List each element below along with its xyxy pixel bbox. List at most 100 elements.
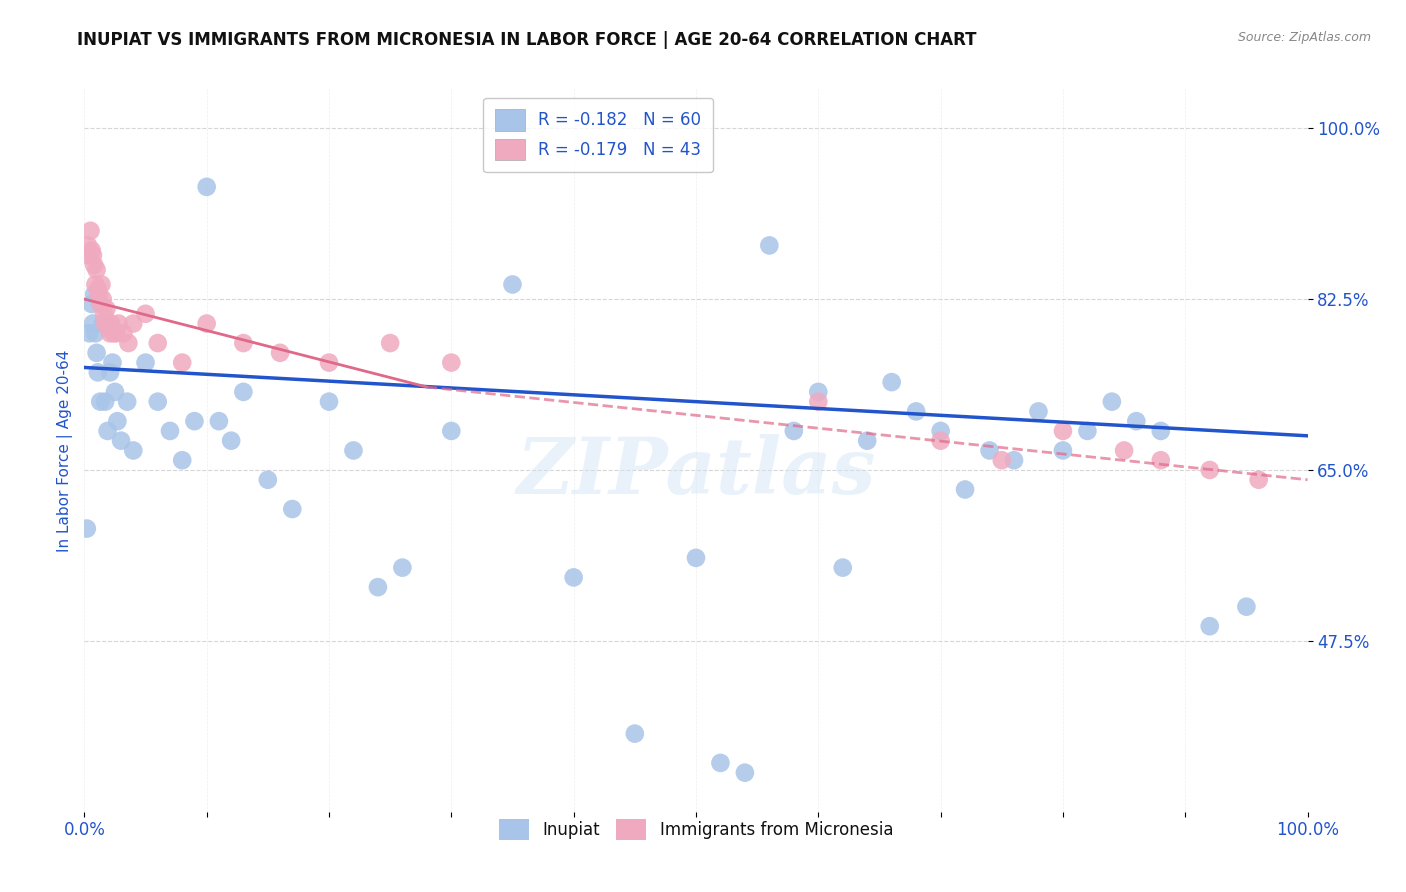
Point bbox=[77, 238, 100, 252]
Point bbox=[991, 453, 1014, 467]
Point bbox=[281, 502, 304, 516]
Point bbox=[1198, 463, 1220, 477]
Point bbox=[342, 443, 364, 458]
Point bbox=[105, 414, 128, 428]
Point bbox=[440, 355, 463, 369]
Point bbox=[122, 317, 145, 331]
Point bbox=[94, 317, 117, 331]
Point bbox=[91, 317, 114, 331]
Point bbox=[75, 248, 97, 262]
Point bbox=[562, 570, 585, 584]
Point bbox=[219, 434, 242, 448]
Point bbox=[83, 258, 105, 272]
Point bbox=[90, 277, 112, 292]
Point bbox=[84, 277, 107, 292]
Point bbox=[97, 321, 120, 335]
Point bbox=[807, 394, 830, 409]
Point bbox=[112, 326, 135, 341]
Point bbox=[80, 244, 103, 258]
Point bbox=[1052, 443, 1074, 458]
Point bbox=[115, 394, 138, 409]
Point bbox=[232, 336, 254, 351]
Point bbox=[122, 443, 145, 458]
Point bbox=[783, 424, 806, 438]
Point bbox=[929, 434, 952, 448]
Point bbox=[91, 292, 114, 306]
Point bbox=[1076, 424, 1098, 438]
Point bbox=[87, 282, 110, 296]
Y-axis label: In Labor Force | Age 20-64: In Labor Force | Age 20-64 bbox=[58, 350, 73, 551]
Point bbox=[87, 287, 110, 301]
Point bbox=[734, 765, 756, 780]
Point bbox=[318, 355, 340, 369]
Point bbox=[98, 326, 121, 341]
Point bbox=[89, 297, 111, 311]
Point bbox=[367, 580, 389, 594]
Point bbox=[135, 355, 157, 369]
Point bbox=[94, 394, 117, 409]
Point bbox=[807, 384, 830, 399]
Point bbox=[103, 326, 125, 341]
Point bbox=[318, 394, 340, 409]
Point bbox=[101, 355, 124, 369]
Point bbox=[1150, 453, 1173, 467]
Point bbox=[758, 238, 780, 252]
Point bbox=[93, 307, 115, 321]
Point bbox=[391, 560, 413, 574]
Point bbox=[82, 317, 104, 331]
Point bbox=[100, 317, 122, 331]
Point bbox=[880, 375, 903, 389]
Point bbox=[831, 560, 853, 574]
Point bbox=[195, 179, 218, 194]
Point bbox=[709, 756, 731, 770]
Point bbox=[135, 307, 157, 321]
Point bbox=[905, 404, 928, 418]
Point bbox=[80, 297, 103, 311]
Point bbox=[257, 473, 280, 487]
Point bbox=[208, 414, 231, 428]
Point bbox=[87, 365, 110, 379]
Text: ZIPatlas: ZIPatlas bbox=[516, 434, 876, 510]
Point bbox=[86, 263, 108, 277]
Point bbox=[79, 224, 101, 238]
Point bbox=[1125, 414, 1147, 428]
Point bbox=[77, 326, 100, 341]
Point bbox=[183, 414, 205, 428]
Point bbox=[269, 346, 291, 360]
Point bbox=[1150, 424, 1173, 438]
Point bbox=[1002, 453, 1025, 467]
Point bbox=[172, 355, 194, 369]
Point bbox=[929, 424, 952, 438]
Point bbox=[1052, 424, 1074, 438]
Text: Source: ZipAtlas.com: Source: ZipAtlas.com bbox=[1237, 31, 1371, 45]
Point bbox=[110, 434, 132, 448]
Point bbox=[117, 336, 139, 351]
Point bbox=[86, 346, 108, 360]
Legend: Inupiat, Immigrants from Micronesia: Inupiat, Immigrants from Micronesia bbox=[492, 812, 900, 847]
Point bbox=[97, 317, 120, 331]
Point bbox=[1114, 443, 1136, 458]
Point bbox=[104, 384, 127, 399]
Point bbox=[98, 365, 121, 379]
Point bbox=[82, 248, 104, 262]
Point bbox=[159, 424, 181, 438]
Point bbox=[76, 522, 98, 536]
Point bbox=[146, 394, 169, 409]
Point bbox=[172, 453, 194, 467]
Point bbox=[1101, 394, 1123, 409]
Point bbox=[1247, 473, 1270, 487]
Point bbox=[953, 483, 976, 497]
Point bbox=[232, 384, 254, 399]
Point bbox=[89, 394, 111, 409]
Point bbox=[146, 336, 169, 351]
Point bbox=[1028, 404, 1050, 418]
Point bbox=[380, 336, 402, 351]
Point bbox=[105, 326, 128, 341]
Point bbox=[96, 301, 118, 316]
Point bbox=[107, 317, 129, 331]
Text: INUPIAT VS IMMIGRANTS FROM MICRONESIA IN LABOR FORCE | AGE 20-64 CORRELATION CHA: INUPIAT VS IMMIGRANTS FROM MICRONESIA IN… bbox=[77, 31, 977, 49]
Point bbox=[502, 277, 524, 292]
Point bbox=[84, 326, 107, 341]
Point bbox=[856, 434, 879, 448]
Point bbox=[979, 443, 1001, 458]
